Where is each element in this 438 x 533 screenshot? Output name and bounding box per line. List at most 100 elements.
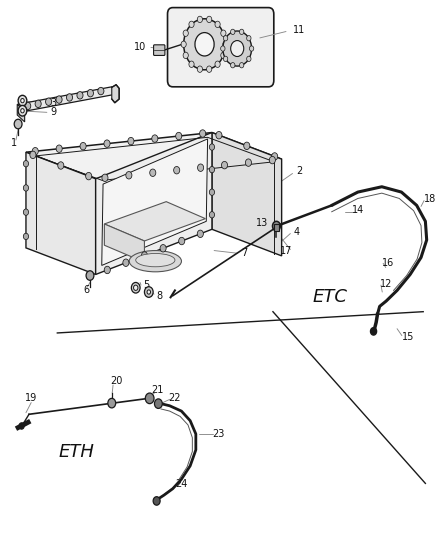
Text: 19: 19 xyxy=(25,393,37,403)
Circle shape xyxy=(179,237,185,245)
Circle shape xyxy=(126,172,132,179)
Text: ETC: ETC xyxy=(312,288,347,306)
Circle shape xyxy=(134,285,138,290)
Text: 8: 8 xyxy=(157,290,163,301)
Circle shape xyxy=(245,159,251,166)
Text: 22: 22 xyxy=(169,393,181,403)
Circle shape xyxy=(272,153,278,160)
Circle shape xyxy=(197,230,203,238)
Circle shape xyxy=(23,233,28,240)
Circle shape xyxy=(244,142,250,150)
Circle shape xyxy=(247,36,251,41)
Text: 7: 7 xyxy=(241,248,248,258)
Text: 2: 2 xyxy=(296,166,302,176)
Polygon shape xyxy=(26,152,95,274)
Circle shape xyxy=(23,209,28,215)
Ellipse shape xyxy=(136,254,175,266)
Circle shape xyxy=(150,169,156,176)
Circle shape xyxy=(30,151,36,159)
Text: 21: 21 xyxy=(151,385,164,395)
Circle shape xyxy=(155,399,162,408)
Circle shape xyxy=(231,41,244,56)
Text: 14: 14 xyxy=(352,205,364,215)
Circle shape xyxy=(25,102,31,110)
Circle shape xyxy=(216,132,222,139)
Circle shape xyxy=(145,393,154,403)
Circle shape xyxy=(198,164,204,172)
Polygon shape xyxy=(17,87,118,111)
Circle shape xyxy=(14,119,22,129)
Polygon shape xyxy=(212,133,282,256)
Circle shape xyxy=(108,398,116,408)
Circle shape xyxy=(18,95,27,106)
Circle shape xyxy=(215,61,220,68)
Circle shape xyxy=(56,145,62,152)
Polygon shape xyxy=(104,201,205,241)
Circle shape xyxy=(98,87,104,95)
Text: 17: 17 xyxy=(280,246,292,255)
Circle shape xyxy=(21,109,24,113)
Circle shape xyxy=(240,62,244,68)
Text: 11: 11 xyxy=(293,25,305,35)
Circle shape xyxy=(160,245,166,252)
Circle shape xyxy=(247,56,251,61)
Circle shape xyxy=(173,166,180,174)
Circle shape xyxy=(221,46,225,51)
Text: 15: 15 xyxy=(402,332,414,342)
Circle shape xyxy=(221,30,226,36)
Circle shape xyxy=(230,29,235,35)
Text: 1: 1 xyxy=(11,138,17,148)
Circle shape xyxy=(176,132,182,140)
Circle shape xyxy=(195,33,214,56)
Text: 23: 23 xyxy=(212,429,225,439)
Circle shape xyxy=(86,271,94,280)
Circle shape xyxy=(35,100,41,108)
Text: 24: 24 xyxy=(175,480,187,489)
Circle shape xyxy=(230,62,235,68)
Circle shape xyxy=(209,144,215,150)
Circle shape xyxy=(147,290,151,294)
Text: 13: 13 xyxy=(256,218,268,228)
Circle shape xyxy=(183,30,188,36)
Circle shape xyxy=(152,135,158,142)
Circle shape xyxy=(223,56,228,61)
FancyBboxPatch shape xyxy=(154,45,165,55)
Circle shape xyxy=(32,148,38,155)
Circle shape xyxy=(181,41,186,47)
Text: 6: 6 xyxy=(84,286,89,295)
Circle shape xyxy=(102,174,108,182)
Circle shape xyxy=(23,160,28,167)
Circle shape xyxy=(269,156,276,164)
Text: 4: 4 xyxy=(294,227,300,237)
Circle shape xyxy=(207,16,212,22)
Circle shape xyxy=(189,21,194,28)
Circle shape xyxy=(80,142,86,150)
Text: 5: 5 xyxy=(144,280,150,290)
Polygon shape xyxy=(17,104,25,122)
Text: 18: 18 xyxy=(424,194,436,204)
Circle shape xyxy=(207,66,212,72)
Circle shape xyxy=(104,266,110,273)
Circle shape xyxy=(222,161,228,169)
Polygon shape xyxy=(102,139,208,265)
Text: 10: 10 xyxy=(134,43,146,52)
Circle shape xyxy=(209,166,215,173)
Polygon shape xyxy=(95,133,212,274)
Circle shape xyxy=(19,423,24,429)
Circle shape xyxy=(240,29,244,35)
Circle shape xyxy=(21,99,24,103)
Polygon shape xyxy=(104,224,145,262)
Circle shape xyxy=(141,252,148,259)
Circle shape xyxy=(86,172,92,180)
Text: ETH: ETH xyxy=(59,442,95,461)
Circle shape xyxy=(223,36,228,41)
Circle shape xyxy=(131,282,140,293)
Circle shape xyxy=(249,46,254,51)
Polygon shape xyxy=(112,85,119,103)
Circle shape xyxy=(200,130,206,137)
Circle shape xyxy=(223,41,228,47)
Circle shape xyxy=(272,221,280,231)
Circle shape xyxy=(67,94,73,101)
Text: 12: 12 xyxy=(380,279,392,289)
Bar xyxy=(274,224,279,231)
